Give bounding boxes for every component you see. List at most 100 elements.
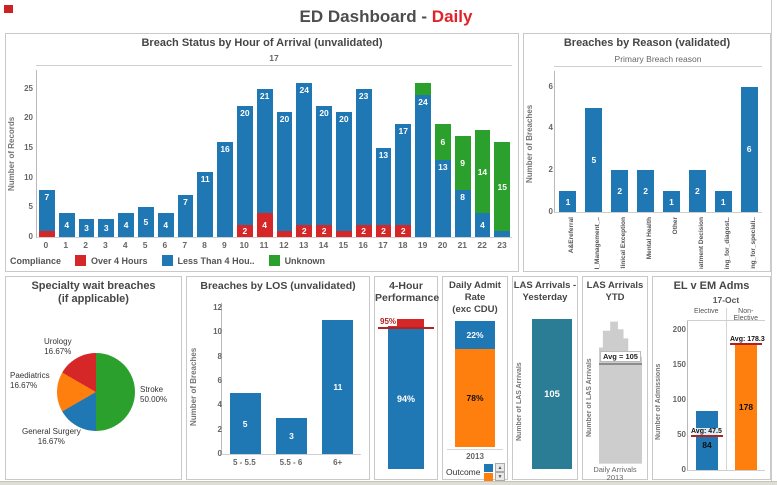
x-tick-label: 0 <box>43 240 49 250</box>
legend-label-under4: Less Than 4 Hou.. <box>177 255 255 266</box>
chart-title-line2: Performance <box>375 292 440 304</box>
avg-line-label: Avg: 47.5 <box>690 427 723 435</box>
y-tick-label: 25 <box>24 83 33 93</box>
reason-bar[interactable]: 2 <box>637 170 655 212</box>
bar-segment-under4[interactable]: 24 <box>296 82 313 226</box>
panel-breaches-by-los: Breaches by LOS (unvalidated) Number of … <box>186 276 370 480</box>
bar-segment-unknown[interactable]: 15 <box>494 142 511 232</box>
bar-column-hour-4: 4 <box>116 70 136 237</box>
reason-bar[interactable]: 1 <box>662 191 680 212</box>
ytd-plot-area: Avg = 105 <box>599 311 642 464</box>
bar-column-hour-8: 11 <box>195 70 215 237</box>
bar-segment-over4[interactable]: 2 <box>395 225 412 237</box>
bar-segment-unknown[interactable]: 6 <box>434 124 451 160</box>
panel-specialty-pie: Specialty wait breaches (if applicable) … <box>5 276 182 480</box>
bar-column-hour-2: 3 <box>77 70 97 237</box>
bar-segment-under4[interactable] <box>494 231 511 237</box>
bar-segment-over4[interactable] <box>39 231 55 237</box>
dashboard-title-text: ED Dashboard - <box>299 7 432 26</box>
bar-segment-unknown[interactable]: 14 <box>474 130 491 214</box>
elem-subheaders: Elective Non-Elective <box>687 308 765 321</box>
x-tick-label: 16 <box>358 240 368 250</box>
bar-segment-over4[interactable] <box>335 231 352 237</box>
bar-segment-over4[interactable]: 2 <box>355 225 372 237</box>
specialty-pie[interactable] <box>57 353 135 431</box>
legend-swatch-over4[interactable] <box>75 255 87 266</box>
adm-bar-orange[interactable] <box>735 345 757 470</box>
los-bar[interactable]: 5 <box>229 393 261 454</box>
panel-el-v-em: EL v EM Adms 17-Oct Elective Non-Electiv… <box>652 276 771 480</box>
bar-segment-under4[interactable]: 24 <box>415 94 431 237</box>
target-line-95 <box>378 326 434 329</box>
las-yesterday-bar[interactable]: 105 <box>532 319 572 469</box>
los-bar[interactable]: 11 <box>322 320 354 454</box>
bar-column-hour-10: 2 20 <box>235 70 255 237</box>
bar-segment-under4[interactable]: 3 <box>78 219 95 237</box>
ytd-x-label-line2: 2013 <box>606 473 624 482</box>
bar-segment-under4[interactable]: 21 <box>256 88 273 214</box>
bar-segment-over4[interactable]: 4 <box>256 213 273 237</box>
x-tick-label: 15 <box>338 240 349 250</box>
outcome-swatch-blue[interactable] <box>484 463 493 472</box>
reason-category-label: Waiting_for_diagost.. <box>724 217 732 269</box>
bar-segment-under4[interactable]: 4 <box>157 213 174 237</box>
four-hour-bar[interactable]: 94% <box>387 319 425 469</box>
bar-segment-under4[interactable]: 7 <box>39 189 55 232</box>
bar-segment-under4[interactable]: 3 <box>98 219 115 237</box>
dashboard-title: ED Dashboard - Daily <box>0 0 772 33</box>
reason-bar[interactable]: 5 <box>585 107 603 212</box>
admit-segment-blue[interactable]: 22% <box>455 321 495 349</box>
bar-segment-under4[interactable]: 20 <box>236 106 253 226</box>
bar-segment-under4[interactable]: 13 <box>375 147 392 226</box>
bar-column-hour-6: 4 <box>156 70 176 237</box>
chart-title-line2: (exc CDU) <box>452 304 498 315</box>
bar-segment-over4[interactable]: 2 <box>236 225 253 237</box>
admit-bar[interactable]: 78% 22% <box>455 321 495 447</box>
ytd-x-label-line1: Daily Arrivals <box>593 465 637 474</box>
legend-swatch-unknown[interactable] <box>268 255 280 266</box>
bar-segment-under4[interactable]: 13 <box>434 159 451 237</box>
x-tick-label: 22 <box>477 240 487 250</box>
reason-bar[interactable]: 2 <box>688 170 706 212</box>
x-tick-label: 3 <box>103 240 108 250</box>
bar-segment-over4[interactable]: 2 <box>316 225 332 237</box>
admit-segment-orange[interactable]: 78% <box>455 348 495 447</box>
bar-segment-under4[interactable]: 20 <box>335 112 352 232</box>
four-hour-segment-red[interactable] <box>387 319 425 328</box>
y-tick-label: 4 <box>217 400 222 410</box>
los-bar[interactable]: 3 <box>275 417 308 454</box>
bar-segment-unknown[interactable] <box>415 82 431 95</box>
bar-segment-under4[interactable]: 4 <box>474 213 491 237</box>
bar-segment-under4[interactable]: 4 <box>118 213 134 237</box>
reason-bar[interactable]: 2 <box>611 170 629 212</box>
pie-label-stroke: Stroke 50.00% <box>140 385 168 404</box>
bar-segment-over4[interactable] <box>276 231 293 237</box>
ytd-area-silhouette[interactable] <box>599 321 642 463</box>
scroll-down-icon[interactable]: ▼ <box>495 472 505 481</box>
four-hour-segment-blue[interactable]: 94% <box>387 328 425 469</box>
pie-label-general-surgery: General Surgery 16.67% <box>22 427 81 446</box>
bar-segment-under4[interactable]: 20 <box>316 106 332 226</box>
x-tick-label: 1 <box>63 240 69 250</box>
scroll-up-icon[interactable]: ▲ <box>495 463 505 472</box>
reason-bar[interactable]: 6 <box>740 86 758 212</box>
bar-segment-under4[interactable]: 5 <box>137 207 154 237</box>
bar-segment-unknown[interactable]: 9 <box>454 136 471 190</box>
bar-segment-under4[interactable]: 7 <box>177 195 194 237</box>
reason-bar[interactable]: 1 <box>714 191 732 212</box>
bar-segment-under4[interactable]: 4 <box>58 213 75 237</box>
bar-segment-under4[interactable]: 16 <box>217 142 233 237</box>
chart-title: EL v EM Adms <box>673 280 750 292</box>
bar-segment-under4[interactable]: 11 <box>197 171 214 237</box>
bar-segment-under4[interactable]: 20 <box>276 112 293 232</box>
outcome-swatch-orange[interactable] <box>484 472 493 481</box>
bar-segment-under4[interactable]: 8 <box>454 189 471 237</box>
bar-segment-over4[interactable]: 2 <box>375 225 392 237</box>
bar-segment-under4[interactable]: 23 <box>355 88 372 226</box>
legend-swatch-under4[interactable] <box>161 255 173 266</box>
adm-bar-blue[interactable] <box>696 411 718 470</box>
reason-bar[interactable]: 1 <box>559 191 577 212</box>
bar-segment-under4[interactable]: 17 <box>395 124 412 226</box>
los-plot-area: 5 3 11 0 2 4 6 8 10 12 <box>213 303 361 458</box>
bar-segment-over4[interactable]: 2 <box>296 225 313 237</box>
